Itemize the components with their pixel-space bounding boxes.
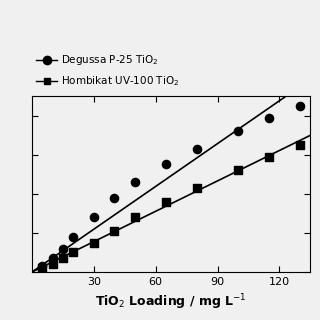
Point <box>60 246 66 251</box>
Point <box>164 162 169 167</box>
Point <box>91 215 96 220</box>
Point <box>132 215 138 220</box>
Point <box>112 228 117 234</box>
Point <box>298 142 303 148</box>
Point <box>195 146 200 151</box>
Point <box>267 154 272 159</box>
Point <box>60 256 66 261</box>
Point <box>50 262 55 267</box>
Point <box>236 129 241 134</box>
Legend: Degussa P-25 TiO$_2$, Hombikat UV-100 TiO$_2$: Degussa P-25 TiO$_2$, Hombikat UV-100 Ti… <box>32 49 184 92</box>
Point <box>236 168 241 173</box>
Point <box>195 185 200 190</box>
Point <box>40 264 45 269</box>
Point <box>298 103 303 108</box>
Point <box>40 266 45 271</box>
Point <box>267 115 272 120</box>
Point <box>132 180 138 185</box>
Point <box>71 250 76 255</box>
Point <box>50 256 55 261</box>
Point <box>164 199 169 204</box>
Point <box>91 240 96 245</box>
X-axis label: TiO$_2$ Loading / mg L$^{-1}$: TiO$_2$ Loading / mg L$^{-1}$ <box>95 292 247 312</box>
Point <box>71 234 76 239</box>
Point <box>112 195 117 200</box>
